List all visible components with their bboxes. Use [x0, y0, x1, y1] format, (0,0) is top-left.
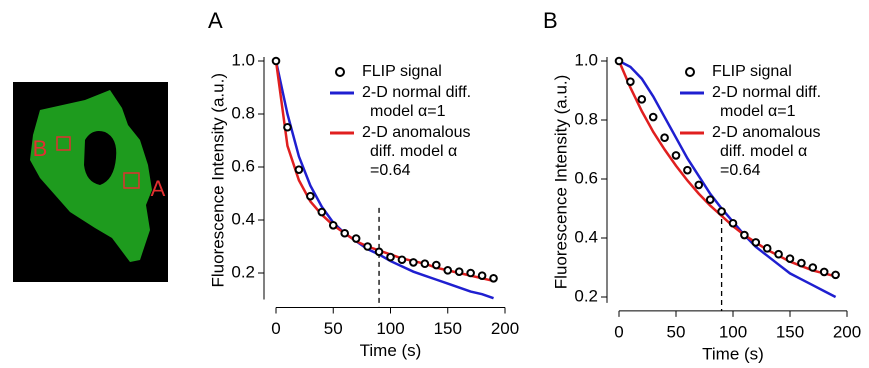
- data-point: [433, 262, 440, 269]
- x-tick-label: 0: [614, 322, 623, 341]
- data-point: [319, 209, 326, 216]
- data-point: [661, 134, 668, 141]
- data-point: [764, 245, 771, 252]
- data-point: [707, 196, 714, 203]
- x-tick-label: 0: [271, 319, 280, 338]
- data-point: [422, 260, 429, 267]
- data-point: [787, 255, 794, 262]
- data-point: [479, 272, 486, 279]
- x-tick-label: 100: [376, 319, 404, 338]
- data-point: [821, 269, 828, 276]
- data-point: [775, 251, 782, 258]
- y-axis-label: Fluorescence Intensity (a.u.): [551, 75, 570, 289]
- data-point: [387, 254, 394, 261]
- y-axis-label: Fluorescence Intensity (a.u.): [208, 73, 227, 287]
- x-tick-label: 50: [667, 322, 686, 341]
- legend-label: 2-D normal diff.model α=1: [712, 84, 821, 120]
- legend-marker: [336, 68, 344, 76]
- roi-label: B: [33, 136, 48, 161]
- data-point: [696, 182, 703, 189]
- y-tick-label: 0.2: [231, 262, 255, 281]
- data-point: [467, 270, 474, 277]
- y-tick-label: 0.4: [231, 209, 255, 228]
- data-point: [296, 166, 303, 173]
- data-point: [376, 249, 383, 256]
- data-point: [684, 167, 691, 174]
- legend-label: 2-D normal diff.model α=1: [362, 84, 471, 120]
- data-point: [341, 230, 348, 237]
- y-tick-label: 1.0: [574, 50, 598, 69]
- data-point: [490, 275, 497, 282]
- data-point: [639, 96, 646, 103]
- legend-label: FLIP signal: [712, 63, 792, 80]
- x-axis-label: Time (s): [360, 341, 422, 360]
- data-point: [730, 220, 737, 227]
- legend-label: FLIP signal: [362, 63, 442, 80]
- y-tick-label: 0.2: [574, 286, 598, 305]
- x-tick-label: 50: [324, 319, 343, 338]
- x-axis-label: Time (s): [702, 344, 764, 363]
- cell-image: B A: [13, 82, 168, 282]
- x-tick-label: 150: [434, 319, 462, 338]
- data-point: [718, 208, 725, 215]
- y-tick-label: 0.8: [574, 109, 598, 128]
- y-tick-label: 0.6: [574, 168, 598, 187]
- chart: 0.2 0.4 0.6 0.8 1.0 0 50 100 150 200 Time (s) Fluor…: [543, 8, 861, 364]
- data-point: [399, 256, 406, 263]
- x-tick-label: 200: [833, 322, 861, 341]
- legend-marker: [686, 68, 694, 76]
- x-tick-label: 100: [719, 322, 747, 341]
- y-tick-label: 1.0: [231, 50, 255, 69]
- data-point: [627, 78, 634, 85]
- y-tick-label: 0.8: [231, 103, 255, 122]
- y-tick-label: 0.4: [574, 227, 598, 246]
- data-point: [273, 58, 280, 65]
- data-point: [456, 268, 463, 275]
- chart: 0.2 0.4 0.6 0.8 1.0 0 50 100 150 200 Time (s) Fluor…: [208, 8, 519, 360]
- figure: B A 0.2 0.4 0.6 0.8 1.0 0 50 100 150 200 Time (s) F…: [0, 0, 869, 368]
- data-point: [673, 152, 680, 159]
- data-point: [832, 272, 839, 279]
- data-point: [307, 193, 314, 200]
- y-tick-label: 0.6: [231, 156, 255, 175]
- panel-label: A: [208, 8, 223, 33]
- data-point: [444, 267, 451, 274]
- data-point: [798, 260, 805, 267]
- data-point: [650, 114, 657, 121]
- data-point: [741, 232, 748, 239]
- data-point: [364, 243, 371, 250]
- data-point: [353, 235, 360, 242]
- x-tick-label: 200: [491, 319, 519, 338]
- panel-label: B: [543, 8, 558, 33]
- data-point: [410, 259, 417, 266]
- data-point: [810, 264, 817, 271]
- x-tick-label: 150: [776, 322, 804, 341]
- data-point: [616, 58, 623, 65]
- data-point: [330, 222, 337, 229]
- data-point: [284, 124, 291, 131]
- roi-label: A: [151, 176, 166, 201]
- data-point: [753, 239, 760, 246]
